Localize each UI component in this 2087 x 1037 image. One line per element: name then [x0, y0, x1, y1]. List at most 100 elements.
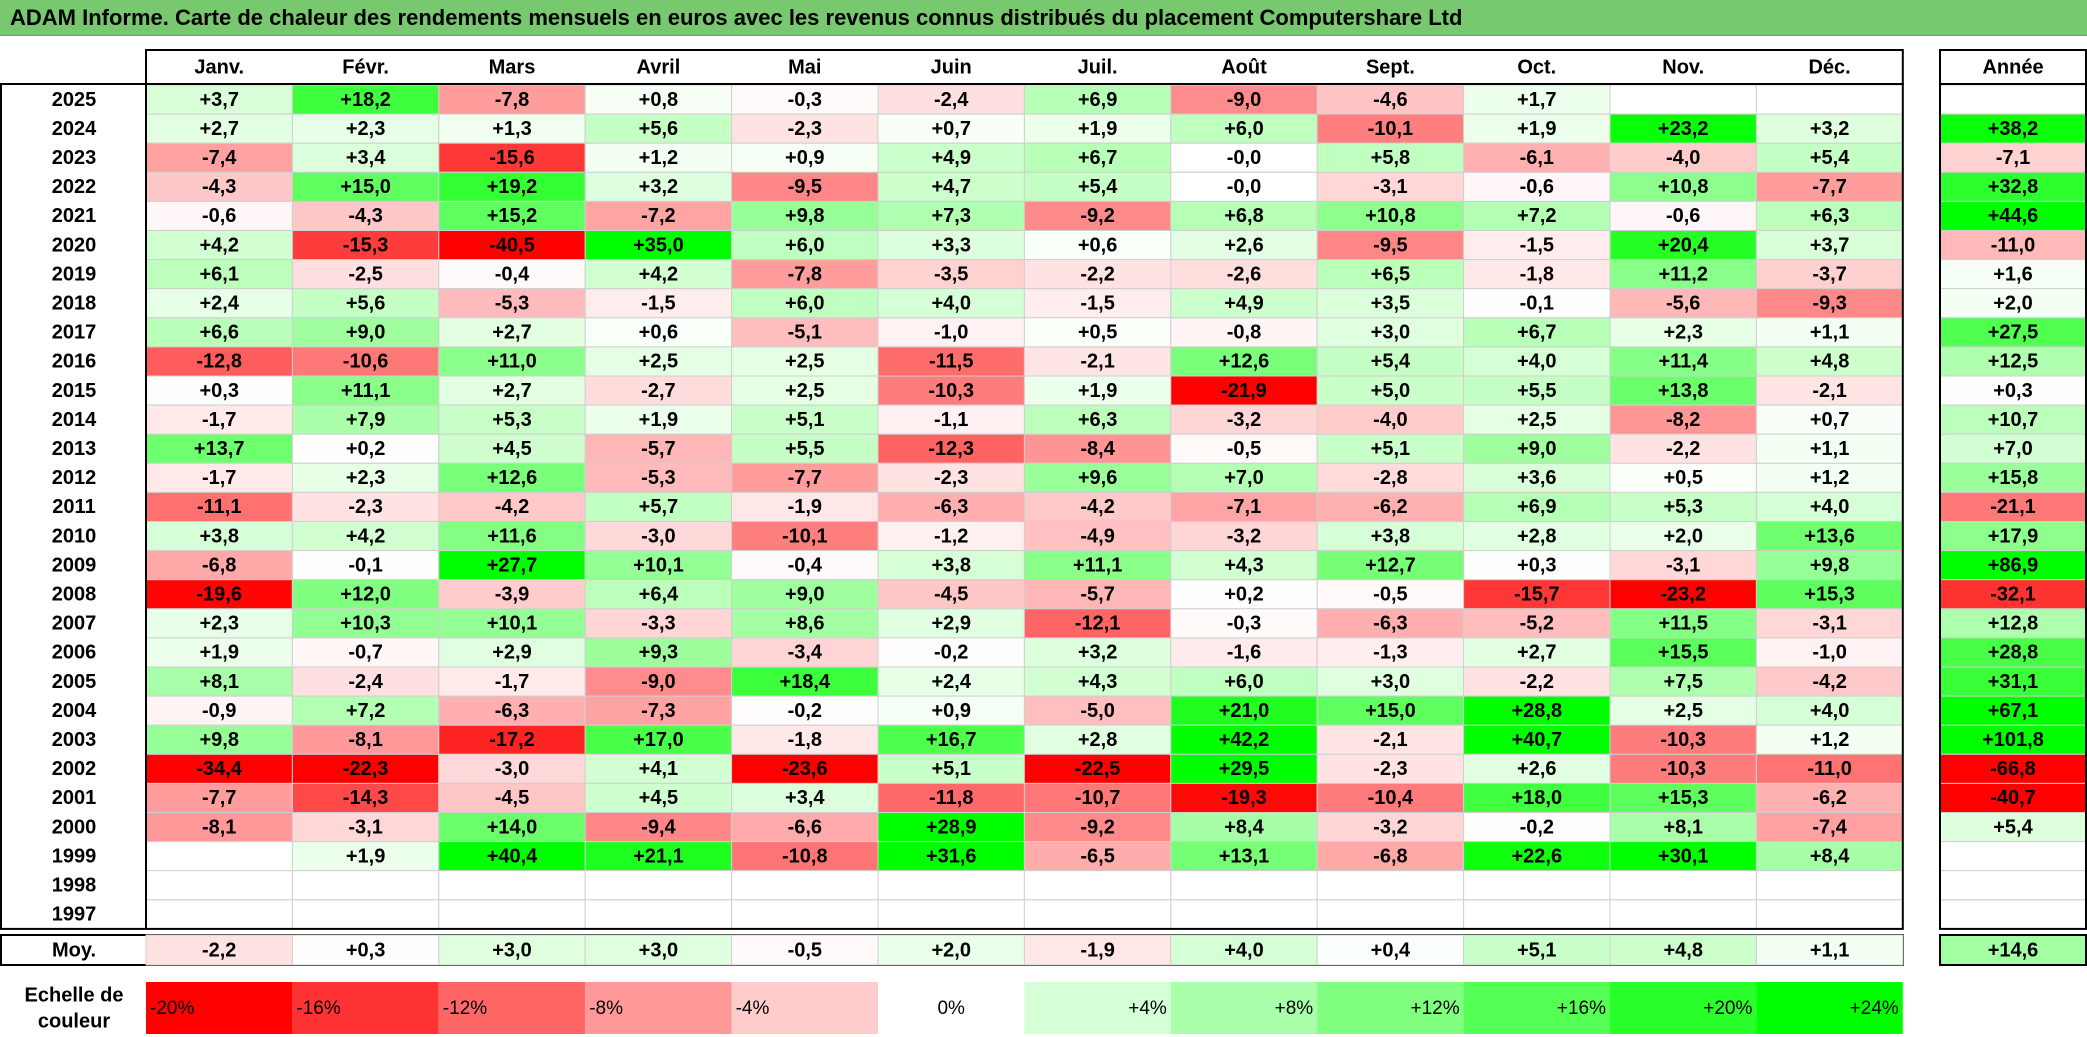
annual-cell: [1939, 608, 2087, 639]
heatmap-cell: [1023, 375, 1172, 406]
cell-value: +15,5: [1658, 642, 1709, 664]
cell-value: -7,8: [495, 89, 529, 111]
cell-value: +12,6: [1219, 351, 1270, 373]
cell-value: +2,9: [492, 642, 531, 664]
cell-value: -5,2: [1520, 613, 1554, 635]
scale-step-label: 0%: [937, 998, 965, 1019]
heatmap-cell: [584, 724, 733, 755]
heatmap-cell: [145, 899, 293, 930]
month-header-12: Déc.: [1808, 56, 1850, 78]
cell-value: -22,5: [1075, 758, 1121, 780]
cell-value: +0,2: [346, 438, 385, 460]
annual-value: +44,6: [1988, 205, 2039, 227]
cell-value: -9,3: [1812, 293, 1846, 315]
grid-border: [0, 83, 1904, 930]
heatmap-cell: [291, 433, 440, 464]
heatmap-cell: [731, 637, 879, 668]
heatmap-cell: [1023, 841, 1172, 872]
year-label: 2011: [52, 496, 95, 518]
heatmap-cell: [1463, 608, 1611, 639]
annual-value: +7,0: [1993, 438, 2032, 460]
cell-value: -10,1: [782, 525, 828, 547]
cell-value: +6,5: [1371, 263, 1410, 285]
heatmap-cell: [438, 113, 586, 144]
cell-value: +3,5: [1371, 293, 1410, 315]
heatmap-cell: [1463, 491, 1611, 522]
heatmap-cell: [877, 142, 1025, 173]
heatmap-cell: [1463, 259, 1611, 290]
heatmap-cell: [731, 288, 879, 319]
heatmap-cell: [438, 666, 586, 697]
annual-value: +5,4: [1993, 816, 2033, 838]
heatmap-cell: [1170, 899, 1318, 930]
heatmap-cell: [1023, 521, 1172, 552]
annual-value: +86,9: [1988, 554, 2039, 576]
cell-value: -19,3: [1221, 787, 1267, 809]
scale-swatch: [1610, 982, 1757, 1034]
heatmap-cell: [584, 695, 733, 726]
cell-value: +5,5: [785, 438, 824, 460]
cell-value: -6,8: [202, 554, 236, 576]
heatmap-cell: [291, 841, 440, 872]
cell-value: +1,3: [492, 118, 531, 140]
heatmap-cell: [1755, 84, 1904, 115]
cell-value: +1,7: [1517, 89, 1556, 111]
cell-value: -10,8: [782, 845, 828, 867]
heatmap-cell: [1463, 288, 1611, 319]
heatmap-cell: [291, 550, 440, 581]
cell-value: +1,1: [1810, 322, 1849, 344]
average-cell: [731, 934, 879, 966]
cell-value: +16,7: [926, 729, 977, 751]
heatmap-cell: [731, 666, 879, 697]
cell-value: +3,2: [639, 176, 678, 198]
annual-value: +31,1: [1988, 671, 2039, 693]
cell-value: +30,1: [1658, 845, 1709, 867]
cell-value: +6,7: [1517, 322, 1556, 344]
annual-value: +12,8: [1988, 613, 2039, 635]
cell-value: -2,3: [788, 118, 822, 140]
annual-cell: [1939, 782, 2087, 814]
heatmap-cell: [145, 637, 293, 668]
heatmap-cell: [584, 171, 733, 202]
cell-value: -0,4: [495, 263, 530, 285]
cell-value: +21,1: [633, 845, 684, 867]
cell-value: +2,4: [931, 671, 971, 693]
year-label: 2019: [52, 263, 97, 285]
heatmap-cell: [1463, 200, 1611, 231]
month-header-6: Juin: [931, 56, 972, 78]
cell-value: +10,3: [340, 613, 391, 635]
cell-value: -9,0: [641, 671, 675, 693]
cell-value: -0,6: [202, 205, 236, 227]
cell-value: +4,5: [492, 438, 531, 460]
cell-value: +3,2: [1810, 118, 1849, 140]
scale-step-label: +8%: [1275, 998, 1314, 1019]
cell-value: -6,3: [934, 496, 968, 518]
cell-value: +13,6: [1804, 525, 1855, 547]
cell-value: +2,7: [492, 380, 531, 402]
average-cell: [1609, 934, 1757, 966]
cell-value: +42,2: [1219, 729, 1270, 751]
cell-value: -1,0: [934, 322, 968, 344]
cell-value: -15,3: [343, 234, 389, 256]
heatmap-cell: [1170, 113, 1318, 144]
cell-value: -7,7: [788, 467, 822, 489]
month-header-3: Mars: [489, 56, 536, 78]
cell-value: +1,9: [1078, 380, 1117, 402]
heatmap-cell: [1316, 841, 1465, 872]
cell-value: -3,2: [1373, 816, 1407, 838]
cell-value: -3,1: [1812, 613, 1846, 635]
year-label: 2005: [52, 671, 97, 693]
cell-value: +5,5: [1517, 380, 1556, 402]
cell-value: +12,0: [340, 584, 391, 606]
annual-value: +15,8: [1988, 467, 2039, 489]
month-header-5: Mai: [788, 56, 821, 78]
cell-value: -6,6: [788, 816, 822, 838]
average-cell: [145, 934, 293, 966]
heatmap-cell: [1316, 346, 1465, 377]
cell-value: -1,3: [1373, 642, 1407, 664]
cell-value: -5,7: [641, 438, 675, 460]
cell-value: -0,8: [1227, 322, 1261, 344]
average-cell: [291, 934, 440, 966]
heatmap-cell: [1609, 782, 1757, 814]
